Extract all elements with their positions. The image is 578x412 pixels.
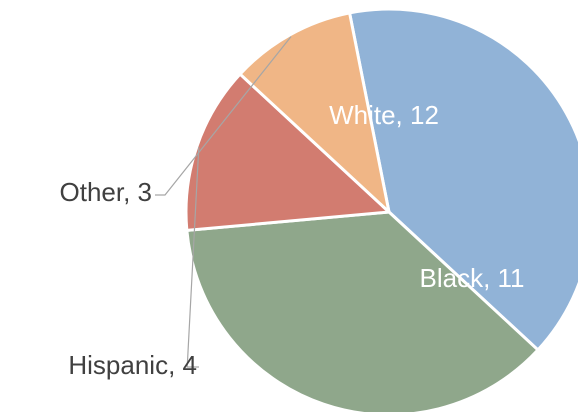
leader-line-hispanic [186, 147, 200, 368]
data-label-hispanic: Hispanic, 4 [68, 350, 197, 380]
pie-slice-hispanic [184, 72, 391, 232]
data-labels: White, 12 Black, 11 Hispanic, 4 Other, 3 [60, 100, 525, 380]
data-label-white: White, 12 [329, 100, 439, 130]
pie-slices [184, 7, 578, 412]
leader-line-other [155, 36, 292, 196]
pie-slice-white [348, 7, 578, 352]
data-label-other: Other, 3 [60, 177, 153, 207]
pie-slice-other [238, 11, 391, 214]
leader-lines [155, 36, 292, 368]
data-label-black: Black, 11 [419, 263, 524, 293]
pie-slice-black [185, 210, 540, 412]
